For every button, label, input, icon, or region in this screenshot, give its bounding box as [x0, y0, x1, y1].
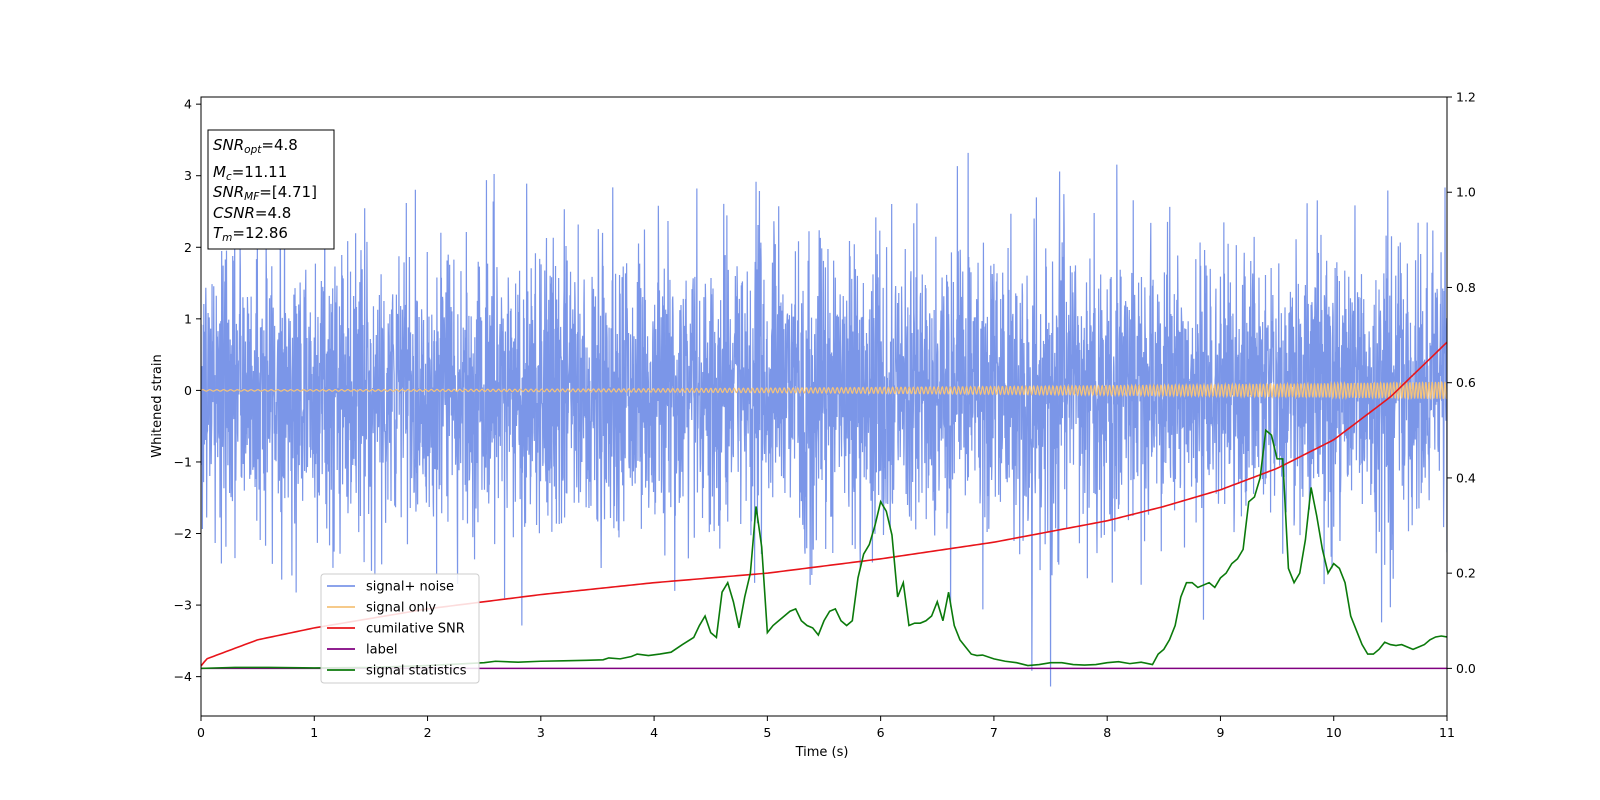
y-tick-label: 2 [184, 240, 192, 255]
x-tick-label: 1 [310, 725, 318, 740]
right-y-axis-ticks: 1.2 1.0 0.8 0.6 0.4 0.2 0.0 [1447, 90, 1476, 676]
annotation-line: SNRopt=4.8 [213, 136, 298, 156]
x-tick-label: 11 [1439, 725, 1455, 740]
y2-tick-label: 0.8 [1456, 280, 1476, 295]
x-tick-label: 4 [650, 725, 658, 740]
y2-tick-label: 0.4 [1456, 470, 1476, 485]
y2-tick-label: 0.2 [1456, 566, 1476, 581]
y2-tick-label: 0.6 [1456, 375, 1476, 390]
annotation-line: Mc=11.11 [213, 163, 287, 183]
x-tick-label: 5 [763, 725, 771, 740]
series-signal-only-line [201, 380, 1447, 401]
annotation-line: SNRMF=[4.71] [213, 183, 317, 203]
y-tick-label: 1 [184, 311, 192, 326]
y-axis-label: Whitened strain [150, 354, 165, 457]
plot-frame [200, 96, 1448, 717]
x-tick-label: 9 [1216, 725, 1224, 740]
y2-tick-label: 0.0 [1456, 661, 1476, 676]
x-tick-label: 2 [424, 725, 432, 740]
y2-tick-label: 1.0 [1456, 185, 1476, 200]
legend-entry-label: cumilative SNR [366, 622, 465, 637]
x-axis-ticks: 0 1 2 3 4 5 6 7 8 9 10 11 [197, 716, 1455, 740]
x-tick-label: 3 [537, 725, 545, 740]
x-tick-label: 7 [990, 725, 998, 740]
series-signal-statistics-line [201, 428, 1447, 670]
y-tick-label: −1 [174, 454, 192, 469]
y-tick-label: 0 [184, 383, 192, 398]
x-tick-label: 6 [877, 725, 885, 740]
y-tick-label: 3 [184, 168, 192, 183]
legend-entry-label: label [366, 643, 397, 658]
left-y-axis-ticks: 4 3 2 1 0 −1 −2 −3 −4 [174, 97, 201, 684]
y-tick-label: −4 [174, 669, 192, 684]
y-tick-label: −2 [174, 526, 192, 541]
annotation-line: Tm=12.86 [213, 224, 288, 244]
y-tick-label: 4 [184, 97, 192, 112]
y-tick-label: −3 [174, 598, 192, 613]
series-signal-noise-line [201, 152, 1447, 687]
annotation-line: CSNR=4.8 [213, 204, 291, 222]
legend-entry-label: signal+ noise [366, 580, 454, 595]
legend: signal+ noise signal only cumilative SNR la… [320, 573, 480, 684]
y2-tick-label: 1.2 [1456, 90, 1476, 105]
x-tick-label: 0 [197, 725, 205, 740]
x-tick-label: 10 [1326, 725, 1342, 740]
legend-entry-label: signal statistics [366, 664, 467, 679]
legend-entry-label: signal only [366, 601, 436, 616]
x-tick-label: 8 [1103, 725, 1111, 740]
x-axis-label: Time (s) [795, 745, 849, 760]
